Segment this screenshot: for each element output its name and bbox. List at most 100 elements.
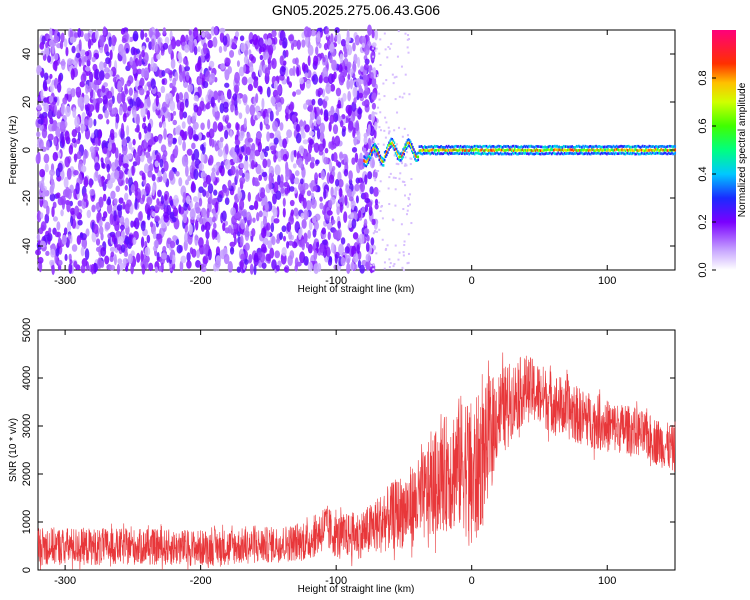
heatmap-cell (238, 153, 244, 160)
heatmap-cell (540, 145, 542, 149)
heatmap-cell (250, 159, 255, 170)
heatmap-cell (500, 146, 503, 149)
heatmap-cell (134, 197, 138, 210)
heatmap-cell (407, 252, 410, 255)
heatmap-cell (533, 146, 536, 149)
heatmap-cell (389, 139, 391, 143)
heatmap-cell (458, 146, 461, 149)
heatmap-cell (470, 151, 473, 155)
colorbar-tick-label: 0.4 (697, 166, 709, 181)
heatmap-cell (394, 176, 397, 179)
heatmap-cell (606, 149, 608, 152)
heatmap-cell (387, 46, 390, 49)
heatmap-cell (601, 145, 604, 149)
heatmap-cell (563, 151, 566, 155)
heatmap-cell (525, 149, 528, 152)
heatmap-cell (541, 151, 543, 155)
heatmap-cell (224, 143, 229, 155)
heatmap-cell (256, 111, 261, 119)
heatmap-cell (518, 149, 520, 152)
heatmap-cell (556, 148, 558, 152)
heatmap-cell (639, 146, 642, 149)
heatmap-cell (571, 145, 574, 148)
heatmap-cell (74, 205, 80, 217)
heatmap-cell (205, 229, 210, 240)
heatmap-cell (160, 195, 164, 205)
heatmap-cell (94, 29, 99, 40)
heatmap-cell (253, 200, 259, 211)
heatmap-cell (207, 94, 212, 101)
heatmap-cell (401, 96, 404, 99)
heatmap-cell (555, 145, 557, 148)
heatmap-cell (559, 152, 562, 156)
heatmap-cell (305, 79, 311, 89)
heatmap-cell (261, 262, 267, 270)
heatmap-cell (660, 148, 662, 151)
heatmap-cell (67, 58, 73, 66)
heatmap-cell (643, 152, 645, 156)
heatmap-cell (371, 92, 377, 101)
heatmap-cell (423, 149, 426, 152)
heatmap-cell (370, 146, 373, 150)
heatmap-cell (674, 145, 677, 148)
heatmap-cell (197, 46, 201, 53)
heatmap-cell (512, 152, 515, 156)
heatmap-cell (150, 56, 154, 68)
heatmap-cell (111, 34, 117, 47)
heatmap-cell (387, 187, 390, 190)
heatmap-cell (613, 145, 616, 149)
heatmap-cell (559, 148, 562, 152)
heatmap-cell (455, 144, 458, 148)
heatmap-cell (287, 255, 293, 267)
heatmap-cell (116, 204, 123, 211)
heatmap-cell (319, 122, 326, 134)
heatmap-cell (471, 152, 474, 155)
heatmap-cell (101, 216, 106, 222)
heatmap-cell (393, 154, 396, 157)
heatmap-cell (573, 148, 576, 152)
heatmap-cell (595, 144, 597, 148)
heatmap-cell (391, 141, 394, 145)
heatmap-cell (180, 255, 187, 264)
heatmap-cell (214, 260, 221, 268)
heatmap-cell (211, 167, 216, 173)
heatmap-cell (355, 177, 360, 184)
heatmap-cell (404, 73, 407, 76)
heatmap-cell (505, 152, 507, 156)
heatmap-cell (456, 145, 459, 148)
heatmap-cell (354, 152, 359, 163)
heatmap-cell (201, 134, 206, 141)
heatmap-cell (50, 101, 56, 111)
heatmap-cell (274, 130, 281, 138)
heatmap-cell (330, 83, 336, 92)
heatmap-cell (270, 222, 275, 233)
heatmap-cell (607, 148, 609, 151)
heatmap-cell (647, 152, 649, 156)
heatmap-cell (293, 177, 300, 185)
heatmap-cell (551, 151, 554, 155)
heatmap-cell (145, 182, 151, 195)
heatmap-cell (547, 145, 550, 149)
heatmap-cell (64, 105, 71, 117)
heatmap-cell (634, 145, 636, 148)
snr-x-ticks: -300 -200 -100 0 100 (54, 330, 616, 587)
heatmap-cell (277, 156, 282, 162)
heatmap-cell (264, 116, 269, 125)
heatmap-cell (430, 145, 433, 148)
heatmap-cell (78, 39, 82, 52)
heatmap-cell (543, 145, 545, 149)
heatmap-cell (125, 265, 129, 272)
heatmap-cell (186, 260, 192, 269)
heatmap-cell (669, 152, 671, 155)
heatmap-cell (438, 145, 440, 149)
heatmap-cell (572, 145, 575, 149)
heatmap-cell (311, 98, 316, 106)
heatmap-cell (270, 215, 275, 225)
heatmap-cell (590, 145, 593, 149)
heatmap-cell (366, 159, 369, 163)
heatmap-cell (292, 65, 296, 77)
heatmap-cell (608, 152, 610, 156)
heatmap-cell (384, 136, 387, 139)
heatmap-cell (483, 149, 486, 152)
